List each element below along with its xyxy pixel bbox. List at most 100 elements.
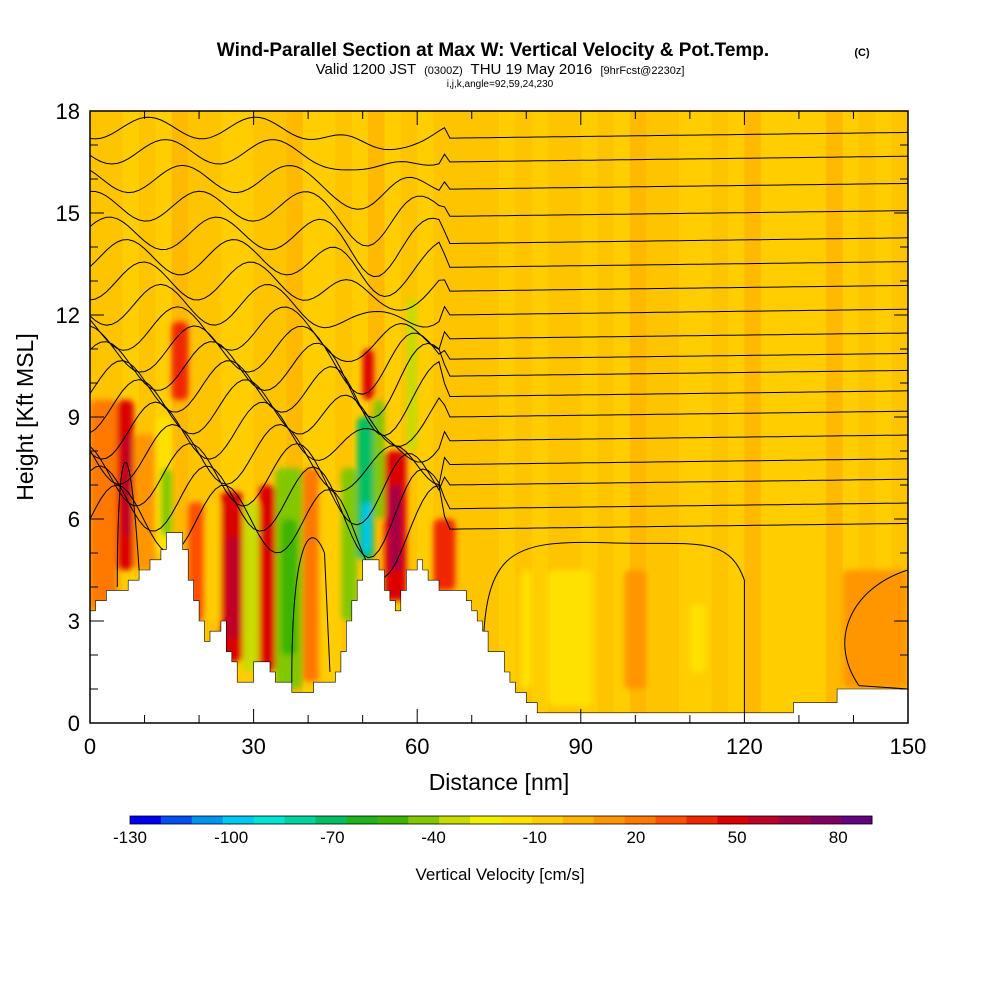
subtitle-date: THU 19 May 2016 [471,61,593,78]
colorbar-swatch [841,816,873,824]
colorbar-swatch [810,816,842,824]
theta-contour [90,190,908,247]
colorbar-tick-label: 80 [829,828,848,847]
colorbar-label: Vertical Velocity [cm/s] [415,865,584,884]
x-tick-label: 120 [726,734,763,759]
y-tick-label: 15 [56,201,80,226]
colorbar-swatch [160,816,193,824]
theta-contour [482,541,745,710]
field-stripe [662,111,679,723]
velocity-cell [280,519,298,655]
velocity-cell [171,321,189,400]
y-axis-label: Height [Kft MSL] [12,333,38,500]
colorbar-swatch [501,816,533,824]
field-stripe [646,111,663,723]
colorbar-swatch [315,816,347,824]
field-stripe [760,111,778,723]
velocity-cell [242,502,260,672]
field-stripe [728,111,745,723]
theta-contour [90,116,908,151]
velocity-cell [842,570,908,689]
terrain-outline [90,532,908,723]
theta-contour [291,537,331,683]
y-tick-label: 0 [68,711,80,736]
axes: 0 30 60 90 120 150 0 3 6 9 12 15 18 [56,99,927,759]
field-stripe [809,111,827,723]
subtitle-fcst: [9hrFcst@2230z] [600,65,684,77]
theta-contour [90,379,908,447]
theta-contour [90,423,908,493]
theta-contour [90,443,908,526]
velocity-cell [340,468,358,621]
field-stripe [744,111,761,723]
colorbar-swatch [253,816,286,824]
colorbar-swatch [655,816,687,824]
y-tick-label: 18 [56,99,80,124]
theta-contour [90,341,908,419]
velocity-cell [226,536,240,638]
colorbar-tick-label: -100 [214,828,248,847]
theta-contour [90,465,908,559]
theta-contour [90,360,908,437]
chart-subtitle: Valid 1200 JST (0300Z) THU 19 May 2016 [… [316,61,685,78]
colorbar-swatch [531,816,564,824]
field-stripe [613,111,630,723]
colorbar-swatch [779,816,811,824]
y-tick-label: 3 [68,609,80,634]
x-tick-label: 150 [890,734,927,759]
copyright-mark: (C) [854,47,870,59]
colorbar-tick-label: -130 [113,828,147,847]
colorbar-swatch [377,816,409,824]
plot-area [90,111,908,723]
colorbar: -130 -100 -70 -40 -10 20 50 80 [113,815,873,847]
velocity-cell [122,434,131,536]
field-stripe [482,111,499,723]
theta-contour [90,306,908,363]
colorbar-swatch [222,816,255,824]
velocity-cell [373,400,385,519]
colorbar-tick-label: -10 [522,828,547,847]
colorbar-swatch [130,816,162,824]
theta-contour [90,283,908,329]
velocity-cell [362,502,371,553]
colorbar-swatch [439,816,471,824]
velocity-cell [433,519,456,591]
velocity-field [90,298,908,706]
field-stripe [826,111,843,723]
colorbar-tick-label: 50 [728,828,747,847]
subtitle-utc: (0300Z) [424,65,463,77]
colorbar-swatch [191,816,224,824]
colorbar-swatch [346,816,378,824]
x-tick-label: 30 [241,734,265,759]
chart-params: i,j,k,angle=92,59,24,230 [447,79,554,90]
x-tick-label: 60 [405,734,429,759]
field-stripe [515,111,532,723]
theta-contour [844,569,908,690]
velocity-cell [319,485,341,672]
field-stripe [499,111,516,723]
velocity-cell [302,468,320,683]
field-stripe [777,111,794,723]
theta-contour [90,164,908,210]
velocity-cell [362,349,374,400]
velocity-cell [406,298,418,451]
x-tick-label: 90 [569,734,593,759]
colorbar-swatch [284,816,316,824]
theta-contour [90,216,908,278]
chart-title: Wind-Parallel Section at Max W: Vertical… [217,40,769,61]
theta-contour [90,239,908,298]
theta-contour [90,261,908,311]
theta-contour [90,139,908,171]
theta-contour [90,325,908,395]
y-tick-label: 12 [56,303,80,328]
y-tick-label: 6 [68,507,80,532]
colorbar-tick-label: 20 [626,828,645,847]
velocity-cell [624,570,647,689]
field-stripe [597,111,614,723]
x-axis-label: Distance [nm] [429,769,570,795]
theta-contour [116,462,140,588]
y-tick-label: 9 [68,405,80,430]
theta-contours [90,116,908,710]
